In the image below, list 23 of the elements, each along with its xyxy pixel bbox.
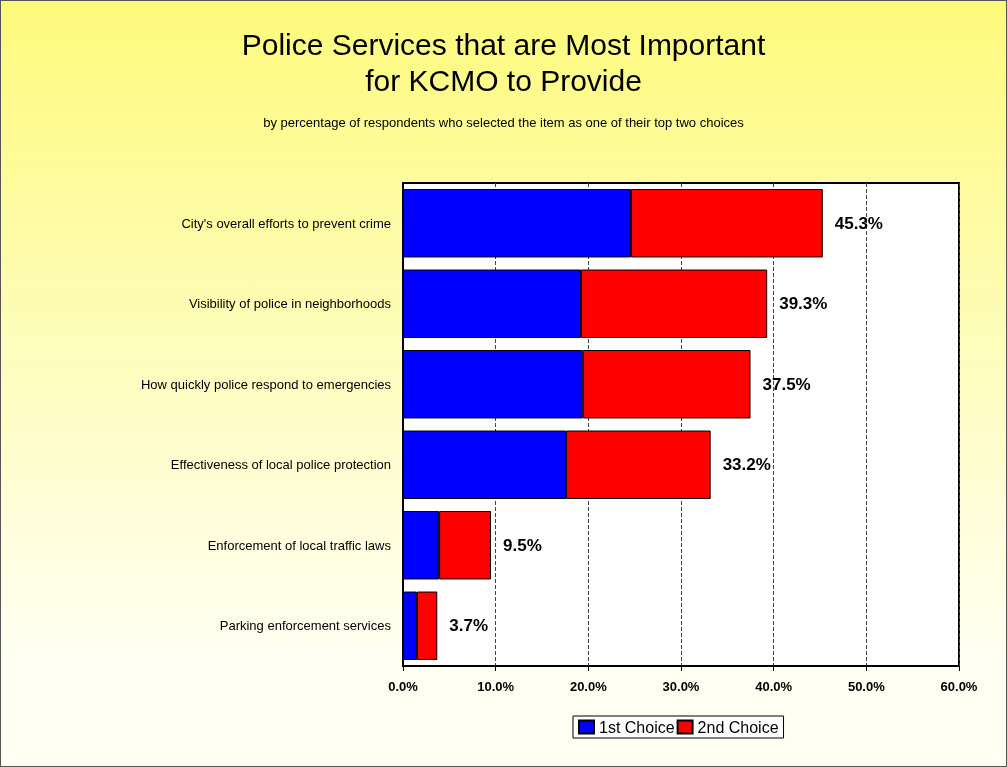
total-label: 39.3% bbox=[779, 294, 828, 314]
x-tick-label: 20.0% bbox=[569, 679, 608, 694]
chart-title: Police Services that are Most Important for KCMO to Provide bbox=[241, 27, 766, 97]
x-tick-label: 60.0% bbox=[940, 679, 978, 694]
x-tick-label: 0.0% bbox=[388, 679, 419, 694]
y-tick-label: Parking enforcement services bbox=[219, 618, 392, 634]
y-tick-label: Effectiveness of local police protection bbox=[170, 457, 391, 473]
total-label: 33.2% bbox=[722, 455, 771, 475]
x-tick-label: 40.0% bbox=[755, 679, 793, 694]
legend-label: 1st Choice bbox=[599, 718, 675, 736]
y-tick-label: City's overall efforts to prevent crime bbox=[181, 215, 391, 231]
x-tick-label: 50.0% bbox=[847, 679, 886, 694]
x-tick-label: 30.0% bbox=[662, 679, 700, 694]
x-tick-label: 10.0% bbox=[477, 679, 515, 694]
total-label: 45.3% bbox=[834, 213, 883, 233]
total-label: 37.5% bbox=[762, 374, 811, 394]
chart-subtitle: by percentage of respondents who selected the item as one of their top two choices bbox=[263, 115, 745, 130]
total-label: 9.5% bbox=[503, 535, 542, 555]
legend-label: 2nd Choice bbox=[697, 718, 779, 736]
total-label: 3.7% bbox=[449, 616, 489, 636]
y-tick-label: Visibility of police in neighborhoods bbox=[188, 296, 392, 312]
y-tick-label: How quickly police respond to emergencies bbox=[140, 376, 392, 392]
y-tick-label: Enforcement of local traffic laws bbox=[207, 537, 392, 553]
